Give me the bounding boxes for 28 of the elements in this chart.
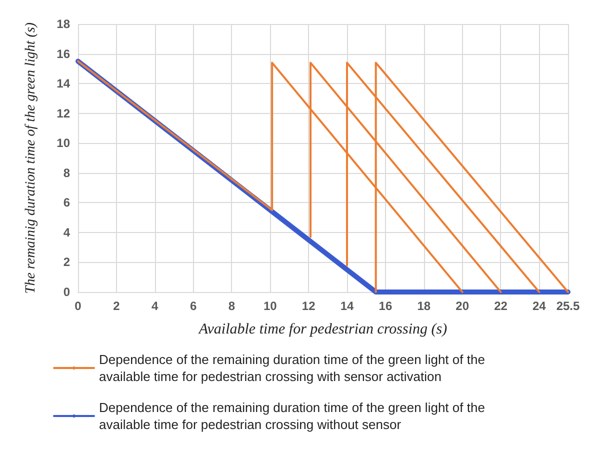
x-tick-label: 16 [378, 299, 392, 313]
y-tick-label: 10 [56, 136, 70, 150]
y-tick-label: 2 [63, 255, 70, 270]
x-tick-label: 18 [417, 299, 431, 313]
x-axis-title: Available time for pedestrian crossing (s) [198, 322, 448, 338]
y-tick-label: 8 [63, 166, 70, 180]
x-tick-label: 24 [532, 299, 546, 313]
legend-label: Dependence of the remaining duration time of the green light of the available time for pedestrian crossing with sensor activation [99, 352, 489, 384]
legend-label: Dependence of the remaining duration time of the green light of the available time for pedestrian crossing without sensor [99, 400, 489, 432]
y-tick-label: 18 [56, 17, 70, 31]
x-tick-label: 10 [263, 299, 278, 313]
y-tick-label: 12 [56, 106, 70, 120]
y-axis-title: The remainig duration time of the green light (s) [24, 22, 38, 294]
x-tick-label: 14 [340, 299, 354, 313]
y-tick-label: 14 [56, 76, 70, 91]
x-tick-label: 0 [74, 299, 82, 313]
x-tick-label: 20 [456, 299, 470, 313]
x-tick-label: 22 [494, 299, 508, 313]
x-tick-label: 8 [228, 299, 236, 313]
x-tick-label: 12 [302, 299, 316, 313]
x-tick-label: 2 [113, 299, 120, 313]
x-tick-label: 25.5 [556, 299, 580, 313]
y-tick-label: 0 [63, 285, 70, 299]
y-tick-label: 6 [63, 196, 70, 210]
x-tick-label: 4 [152, 299, 159, 313]
y-tick-label: 16 [56, 46, 70, 61]
y-tick-label: 4 [63, 225, 70, 240]
x-tick-label: 6 [190, 299, 197, 313]
